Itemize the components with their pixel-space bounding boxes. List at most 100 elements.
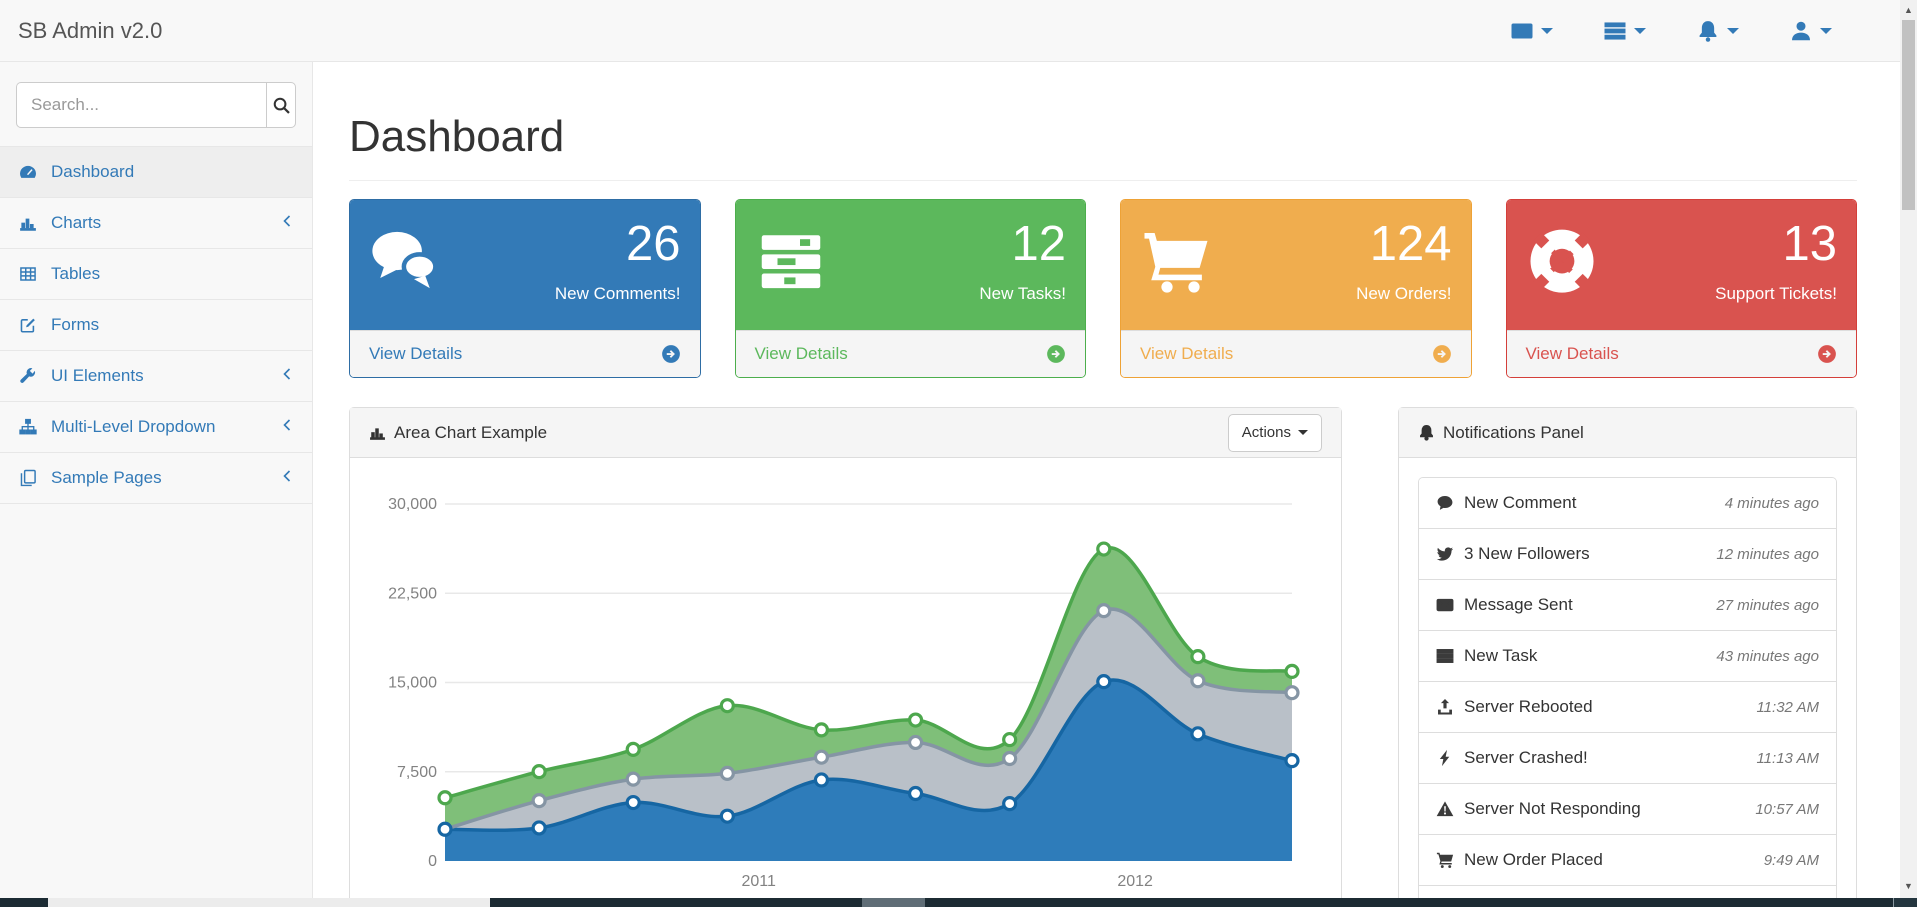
- area-chart: 0 7,500 15,000 22,500 30,000 2011 2012: [388, 496, 1300, 890]
- vertical-scrollbar[interactable]: ▲ ▼: [1900, 0, 1917, 898]
- comments-icon: [369, 218, 447, 301]
- scroll-down-arrow[interactable]: ▼: [1904, 881, 1913, 891]
- stat-value: 26: [625, 217, 681, 271]
- sidebar-item-label: UI Elements: [51, 366, 144, 385]
- stat-value: 124: [1369, 217, 1452, 271]
- edit-icon: [19, 316, 41, 334]
- stat-label: New Tasks!: [979, 283, 1066, 303]
- stat-panel-heading: 26 New Comments!: [350, 200, 700, 330]
- notification-time: 4 minutes ago: [1724, 494, 1819, 512]
- view-details-link[interactable]: View Details: [350, 330, 700, 377]
- comment-icon: [1436, 494, 1464, 512]
- notification-time: 10:57 AM: [1755, 800, 1819, 818]
- sidebar-item-forms[interactable]: Forms: [0, 300, 312, 351]
- notification-label: New Comment: [1464, 493, 1577, 512]
- view-details-link[interactable]: View Details: [1506, 330, 1856, 377]
- notification-message-sent[interactable]: Message Sent 27 minutes ago: [1419, 580, 1836, 631]
- arrow-circle-right-icon: [1046, 344, 1066, 364]
- sidebar-item-multi-level-dropdown[interactable]: Multi-Level Dropdown: [0, 402, 312, 453]
- search-input[interactable]: [16, 82, 266, 128]
- stat-panel-tickets: 13 Support Tickets! View Details: [1505, 199, 1857, 378]
- life-ring-icon: [1526, 218, 1604, 301]
- notification-new-followers[interactable]: 3 New Followers 12 minutes ago: [1419, 529, 1836, 580]
- chevron-down-icon: [1298, 430, 1308, 435]
- view-details-link[interactable]: View Details: [1121, 330, 1471, 377]
- messages-dropdown[interactable]: [1500, 11, 1563, 51]
- search-button[interactable]: [266, 82, 296, 128]
- horizontal-scrollbar[interactable]: [0, 898, 1917, 907]
- horizontal-scrollbar-thumb[interactable]: [48, 898, 490, 907]
- notifications-list-wrapper: New Comment 4 minutes ago 3 New Follower…: [1399, 458, 1856, 907]
- main-content: Dashboard 26 New Comments! View Details: [314, 62, 1900, 907]
- sidebar-item-label: Tables: [51, 264, 101, 283]
- notification-server-rebooted[interactable]: Server Rebooted 11:32 AM: [1419, 682, 1836, 733]
- top-navbar: SB Admin v2.0: [0, 0, 1900, 62]
- brand-title[interactable]: SB Admin v2.0: [18, 18, 163, 43]
- area-chart-panel-heading: Area Chart Example Actions: [350, 408, 1341, 458]
- notification-new-task[interactable]: New Task 43 minutes ago: [1419, 631, 1836, 682]
- stat-panel-heading: 13 Support Tickets!: [1506, 200, 1856, 330]
- scroll-up-arrow[interactable]: ▲: [1904, 5, 1913, 15]
- sidebar-search: [16, 82, 296, 128]
- notification-time: 11:13 AM: [1756, 749, 1819, 767]
- notifications-panel: Notifications Panel New Comment 4 minute…: [1398, 407, 1857, 907]
- dashboard-icon: [19, 163, 41, 181]
- page-title: Dashboard: [349, 112, 565, 161]
- sidebar-item-label: Dashboard: [51, 162, 135, 181]
- warning-icon: [1436, 800, 1464, 818]
- chevron-left-icon: [281, 213, 293, 233]
- notification-time: 27 minutes ago: [1716, 596, 1819, 614]
- notification-time: 11:32 AM: [1756, 698, 1819, 716]
- tasks-icon: [1603, 19, 1627, 43]
- alerts-dropdown[interactable]: [1686, 11, 1749, 51]
- search-icon: [272, 96, 291, 115]
- notifications-list: New Comment 4 minutes ago 3 New Follower…: [1418, 477, 1837, 907]
- stat-panel-heading: 12 New Tasks!: [735, 200, 1085, 330]
- shopping-cart-icon: [1140, 218, 1218, 301]
- stat-label: New Orders!: [1356, 283, 1452, 303]
- bolt-icon: [1436, 749, 1464, 767]
- stat-value: 13: [1782, 217, 1837, 271]
- tasks-icon: [755, 218, 833, 301]
- notification-label: New Task: [1464, 646, 1538, 665]
- notification-server-not-responding[interactable]: Server Not Responding 10:57 AM: [1419, 784, 1836, 835]
- tasks-dropdown[interactable]: [1593, 11, 1656, 51]
- svg-text:0: 0: [428, 853, 437, 870]
- page-title-divider: [349, 180, 1857, 181]
- navbar-right-menu: [1500, 0, 1842, 62]
- sidebar-item-sample-pages[interactable]: Sample Pages: [0, 453, 312, 504]
- notification-new-comment[interactable]: New Comment 4 minutes ago: [1419, 478, 1836, 529]
- notification-server-crashed[interactable]: Server Crashed! 11:13 AM: [1419, 733, 1836, 784]
- notification-label: Message Sent: [1464, 595, 1573, 614]
- sidebar-item-tables[interactable]: Tables: [0, 249, 312, 300]
- notification-label: Server Crashed!: [1464, 748, 1588, 767]
- arrow-circle-right-icon: [661, 344, 681, 364]
- notification-new-order-placed[interactable]: New Order Placed 9:49 AM: [1419, 835, 1836, 886]
- sidebar-item-charts[interactable]: Charts: [0, 198, 312, 249]
- user-dropdown[interactable]: [1779, 11, 1842, 51]
- vertical-scrollbar-thumb[interactable]: [1902, 20, 1915, 210]
- sidebar-item-label: Forms: [51, 315, 100, 334]
- sitemap-icon: [19, 418, 41, 436]
- chevron-down-icon: [1820, 28, 1832, 34]
- tasks-icon: [1436, 647, 1464, 665]
- files-icon: [19, 469, 41, 487]
- view-details-link[interactable]: View Details: [735, 330, 1085, 377]
- bell-icon: [1696, 19, 1720, 43]
- chevron-left-icon: [281, 417, 293, 437]
- actions-dropdown-button[interactable]: Actions: [1227, 413, 1322, 452]
- chevron-down-icon: [1634, 28, 1646, 34]
- sidebar-item-ui-elements[interactable]: UI Elements: [0, 351, 312, 402]
- user-icon: [1789, 19, 1813, 43]
- notification-time: 12 minutes ago: [1716, 545, 1819, 563]
- svg-text:2012: 2012: [1117, 873, 1153, 890]
- chevron-down-icon: [1541, 28, 1553, 34]
- notifications-panel-heading: Notifications Panel: [1399, 408, 1856, 458]
- stat-panel-tasks: 12 New Tasks! View Details: [734, 199, 1086, 378]
- sidebar-item-label: Sample Pages: [51, 468, 162, 487]
- chevron-left-icon: [281, 366, 293, 386]
- sidebar-item-dashboard[interactable]: Dashboard: [0, 147, 312, 198]
- sidebar-nav: Dashboard Charts Tables Forms UI Element…: [0, 146, 312, 504]
- svg-text:30,000: 30,000: [388, 496, 437, 513]
